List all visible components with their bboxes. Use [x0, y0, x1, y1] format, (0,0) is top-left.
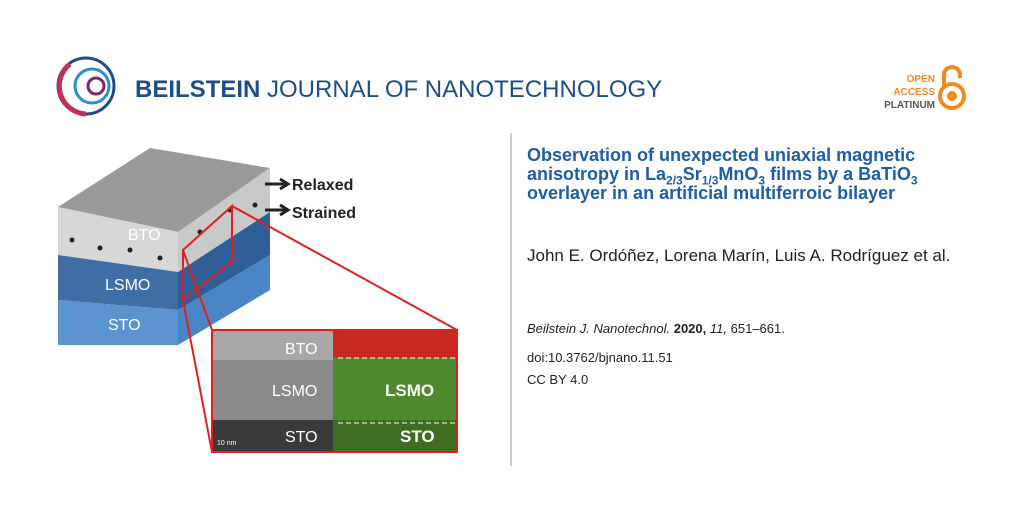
text: 3	[910, 173, 918, 188]
text: films by a BaTiO	[765, 164, 911, 184]
arrow-label: Strained	[292, 205, 356, 222]
tem-label: STO	[285, 429, 318, 446]
badge-access: ACCESS	[893, 87, 935, 98]
article-title: Observation of unexpected uniaxial magne…	[527, 146, 977, 203]
logo-text: BEILSTEIN JOURNAL OF NANOTECHNOLOGY	[135, 76, 662, 103]
map-label: STO	[400, 427, 435, 446]
doi: doi:10.3762/bjnano.11.51	[527, 350, 673, 365]
text: Beilstein J. Nanotechnol.	[527, 321, 671, 336]
text: Sr	[682, 164, 702, 184]
scale-bar: 10 nm	[217, 440, 237, 447]
authors: John E. Ordóñez, Lorena Marín, Luis A. R…	[527, 246, 951, 265]
arrow-label: Relaxed	[292, 177, 353, 194]
text: Observation of unexpected uniaxial magne…	[527, 145, 916, 184]
tem-label: LSMO	[272, 383, 317, 400]
logo-mark	[56, 56, 116, 117]
layer-label: STO	[108, 317, 141, 334]
map-label: LSMO	[385, 381, 434, 400]
layer-label: BTO	[128, 227, 161, 244]
text: BEILSTEIN	[135, 76, 260, 103]
tem-label: BTO	[285, 341, 318, 358]
text: 2020,	[673, 321, 707, 336]
badge-platinum: PLATINUM	[884, 100, 935, 111]
figure: BTO LSMO STO Relaxed Strained BTO LSMO S…	[58, 148, 458, 453]
text: 3	[758, 173, 766, 188]
text: 11,	[709, 321, 727, 336]
citation: Beilstein J. Nanotechnol. 2020, 11, 651–…	[527, 321, 785, 336]
badge-open: OPEN	[907, 74, 935, 85]
text: overlayer in an artificial multiferroic …	[527, 183, 896, 203]
layer-label: LSMO	[105, 277, 150, 294]
open-access-lock	[938, 65, 966, 110]
text: JOURNAL OF NANOTECHNOLOGY	[267, 76, 662, 103]
text: MnO	[718, 164, 759, 184]
license: CC BY 4.0	[527, 372, 589, 387]
text: 651–661.	[730, 321, 785, 336]
